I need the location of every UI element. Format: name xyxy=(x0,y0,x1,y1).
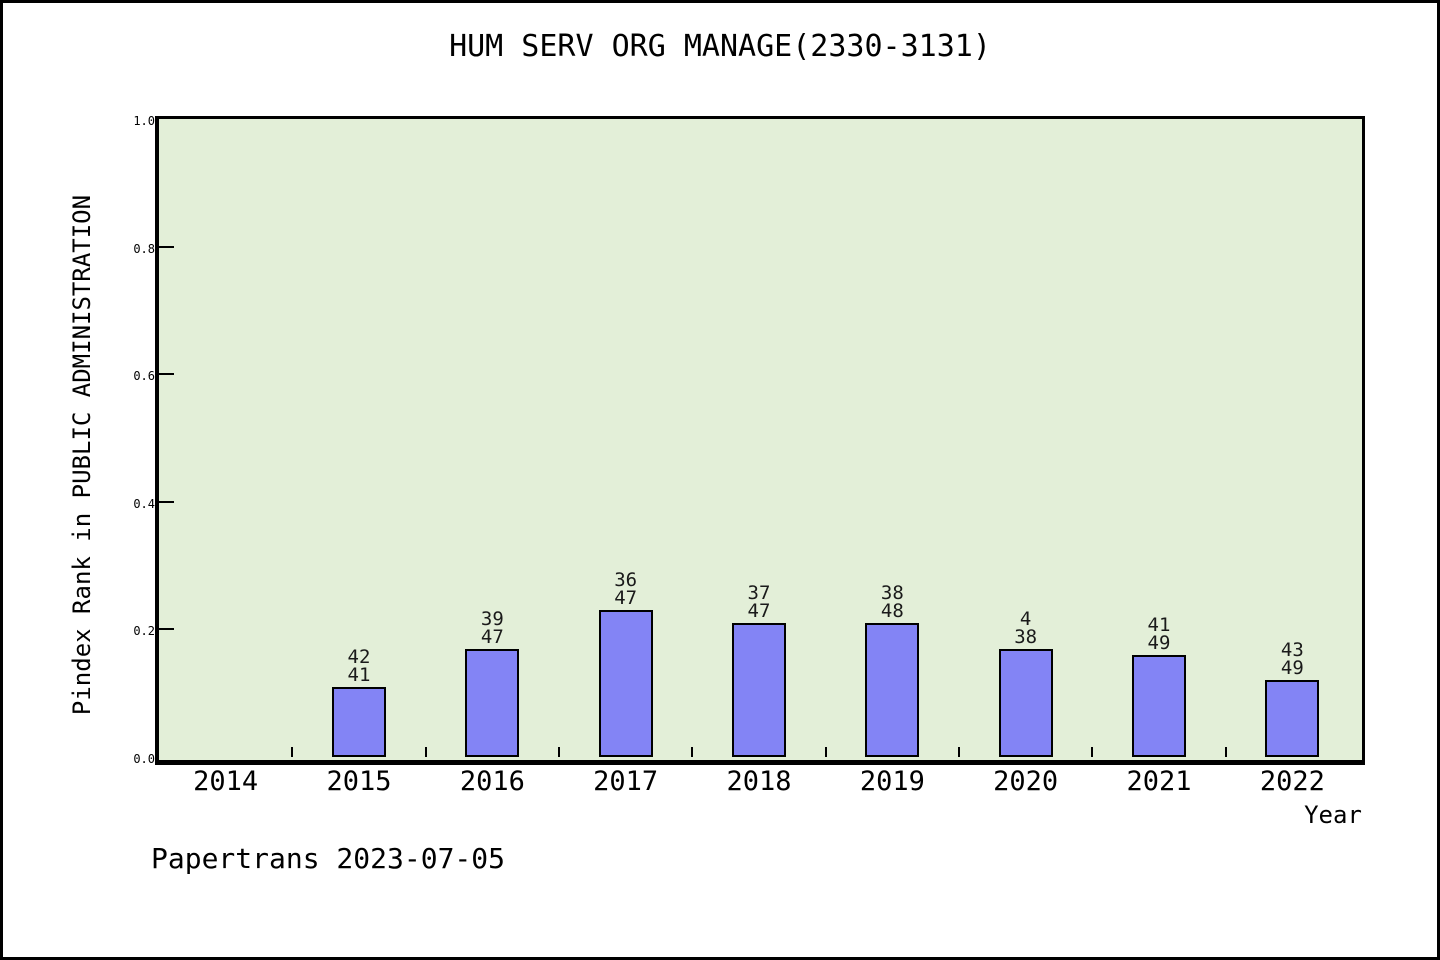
bar-2017 xyxy=(598,610,653,757)
x-tick-label-year: 2017 xyxy=(593,766,659,797)
y-axis-tick xyxy=(159,628,174,631)
plot-area: 42 41 39 47 36 47 37 47 38 48 4 38 41 49 43 49 xyxy=(155,116,1365,765)
x-axis-tick xyxy=(558,747,560,757)
x-axis-tick xyxy=(291,747,294,757)
bar-2022 xyxy=(1265,680,1320,757)
y-tick-label: 1.0 xyxy=(133,114,155,128)
x-tick-label-year: 2018 xyxy=(726,766,792,797)
x-axis-tick xyxy=(1224,747,1227,757)
x-tick-label-year: 2019 xyxy=(859,766,925,797)
bar-2020 xyxy=(998,649,1053,757)
bar-2015 xyxy=(332,687,386,757)
x-axis-tick xyxy=(958,747,960,757)
x-axis-label: Year xyxy=(1304,801,1362,829)
plot-inner: 42 41 39 47 36 47 37 47 38 48 4 38 41 49 43 49 xyxy=(159,119,1359,757)
bar-value-label: 39 47 xyxy=(480,608,504,648)
bar-2019 xyxy=(865,623,920,757)
y-tick-label: 0.0 xyxy=(133,752,155,766)
bar-2021 xyxy=(1132,655,1186,757)
bar-value-label: 37 47 xyxy=(747,582,771,622)
x-tick-label-year: 2014 xyxy=(193,766,259,797)
x-axis-tick xyxy=(1091,747,1094,757)
footer-note: Papertrans 2023-07-05 xyxy=(151,842,506,875)
y-tick-label: 0.4 xyxy=(133,496,155,511)
y-tick-label: 0.2 xyxy=(133,624,155,639)
y-tick-label: 0.8 xyxy=(133,241,155,256)
x-axis-tick xyxy=(691,747,694,757)
bar-value-label: 42 41 xyxy=(347,646,371,686)
y-axis-tick xyxy=(159,500,174,503)
y-axis-tick xyxy=(159,245,174,248)
y-axis-tick xyxy=(159,373,174,376)
x-axis-tick xyxy=(424,747,427,757)
y-axis-label: Pindex Rank in PUBLIC ADMINISTRATION xyxy=(68,194,96,716)
x-tick-label-year: 2021 xyxy=(1126,766,1192,797)
x-tick-label-year: 2015 xyxy=(326,766,392,797)
x-tick-label-year: 2016 xyxy=(459,766,525,797)
x-axis-tick xyxy=(824,747,827,757)
bar-value-label: 43 49 xyxy=(1280,639,1304,679)
bar-value-label: 4 38 xyxy=(1014,608,1038,648)
y-tick-label: 0.6 xyxy=(133,369,155,384)
bar-value-label: 36 47 xyxy=(614,569,638,609)
bar-value-label: 41 49 xyxy=(1147,614,1171,654)
x-tick-label-year: 2022 xyxy=(1259,766,1325,797)
bar-2018 xyxy=(732,623,786,757)
bar-value-label: 38 48 xyxy=(880,582,904,622)
bar-2016 xyxy=(465,649,520,757)
x-tick-label-year: 2020 xyxy=(993,766,1059,797)
chart-title: HUM SERV ORG MANAGE(2330-3131) xyxy=(449,29,991,64)
